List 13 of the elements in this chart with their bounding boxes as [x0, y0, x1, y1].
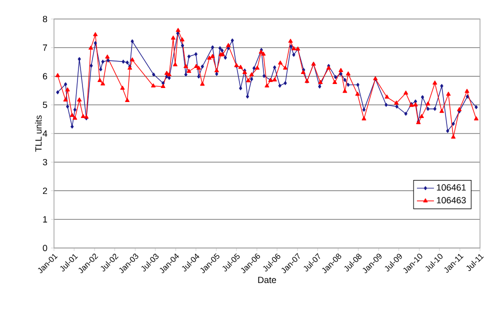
x-axis-title: Date [258, 276, 276, 284]
y-tick-label: 5 [42, 102, 48, 108]
y-tick-label: 8 [42, 16, 48, 22]
y-tick-label: 7 [42, 44, 48, 51]
y-axis-title: TLL units [35, 115, 42, 152]
y-tick-label: 1 [43, 216, 48, 222]
legend-label: 106463 [436, 197, 466, 204]
y-tick-label: 4 [42, 130, 48, 137]
y-tick-label: 2 [42, 188, 48, 194]
y-tick-label: 0 [42, 244, 48, 252]
legend-label: 106461 [436, 184, 466, 191]
y-tick-label: 6 [42, 73, 48, 80]
y-tick-label: 3 [42, 158, 48, 166]
